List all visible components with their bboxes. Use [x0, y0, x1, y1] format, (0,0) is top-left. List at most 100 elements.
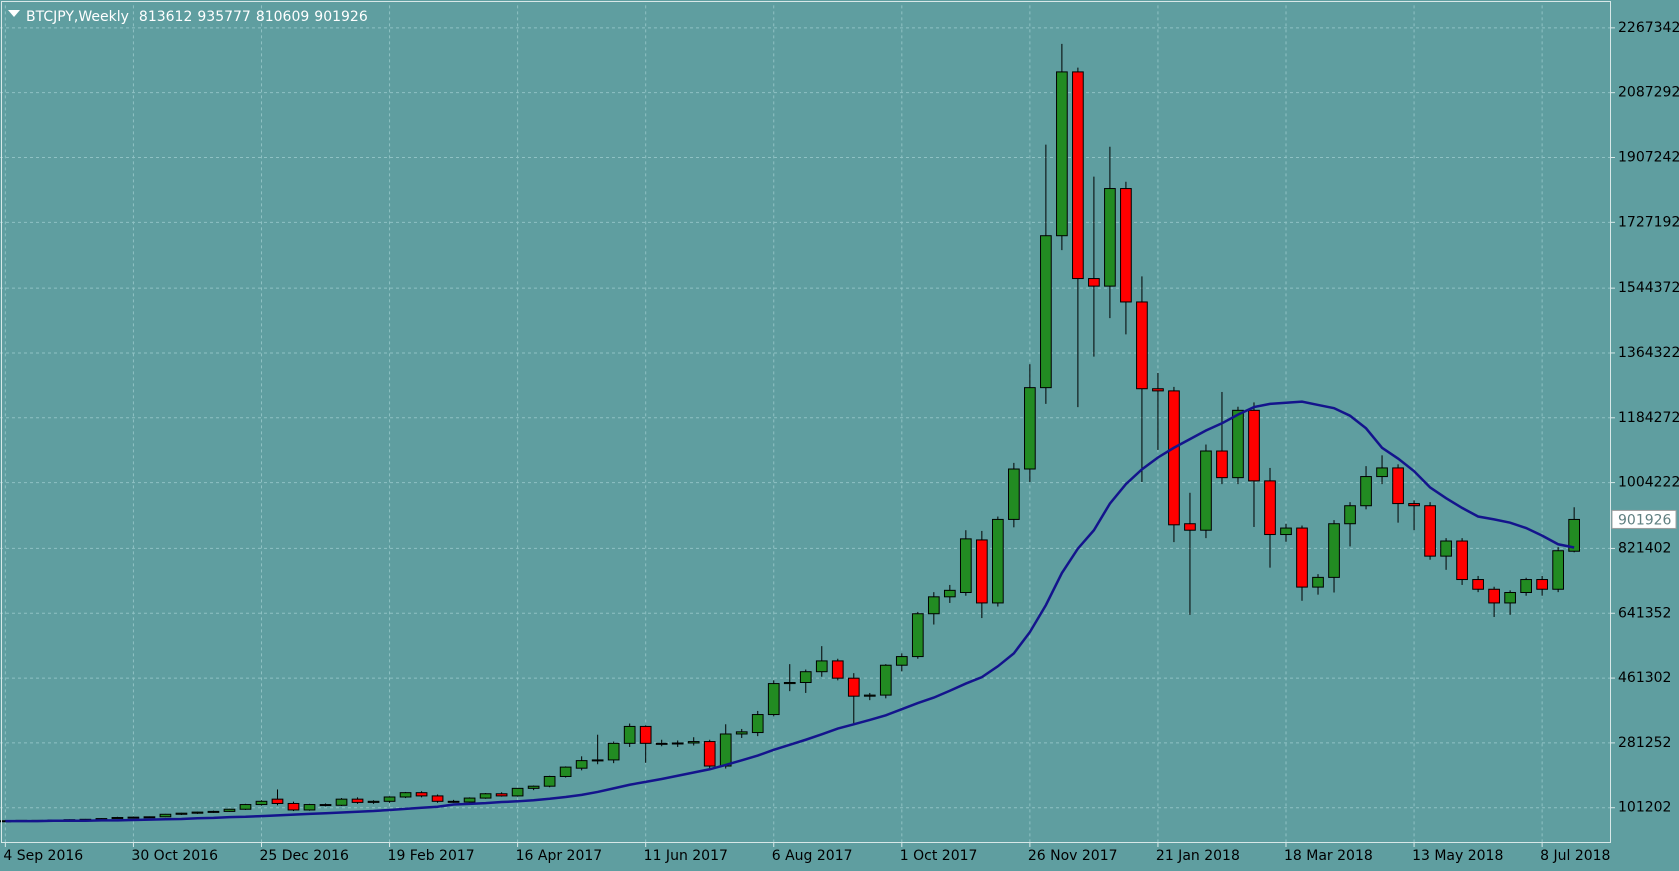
candle-body: [1232, 409, 1244, 479]
candle-body: [351, 798, 364, 803]
candle-body: [511, 787, 524, 797]
candle-body: [1024, 387, 1036, 470]
candle-body: [943, 589, 956, 598]
candle-body: [463, 797, 476, 803]
x-tick-label: 13 May 2018: [1412, 848, 1503, 864]
candle-body: [1312, 576, 1324, 588]
candle-body: [895, 656, 908, 666]
candle-body: [687, 741, 700, 744]
candle-body: [271, 798, 284, 804]
candle-body: [191, 811, 204, 814]
candle-body: [1552, 550, 1564, 590]
price-label: 901926: [1618, 512, 1672, 528]
candle-body: [1152, 388, 1164, 392]
candle-body: [495, 793, 508, 797]
candle-body: [799, 671, 812, 684]
x-tick-label: 18 Mar 2018: [1284, 848, 1373, 864]
y-tick-label: 1004222: [1618, 475, 1679, 491]
candle-body: [1040, 235, 1052, 389]
candle-body: [1520, 579, 1532, 593]
candle-body: [863, 694, 876, 697]
candle-body: [239, 804, 252, 810]
candle-body: [1472, 579, 1484, 590]
y-tick-label: 1544372: [1618, 280, 1679, 296]
candle-body: [319, 804, 332, 807]
candle-body: [415, 792, 428, 797]
candle-body: [1504, 591, 1516, 604]
candle-body: [591, 759, 604, 762]
candle-body: [1008, 468, 1020, 520]
candle-body: [1264, 480, 1276, 536]
candle-body: [1168, 390, 1180, 526]
candle-body: [735, 731, 748, 735]
last-low: 810609: [256, 9, 309, 25]
candle-body: [1072, 71, 1084, 280]
candle-body: [767, 683, 780, 716]
y-tick-label: 2267342: [1618, 20, 1679, 36]
candle-body: [783, 682, 796, 685]
candle-body: [751, 714, 764, 734]
menu-triangle[interactable]: [8, 10, 20, 17]
candle-body: [1376, 467, 1388, 478]
candle-body: [383, 796, 396, 802]
candle-body: [223, 808, 236, 812]
candle-body: [1360, 476, 1372, 507]
candle-body: [1440, 540, 1452, 557]
candle-body: [992, 518, 1004, 604]
y-tick-label: 461302: [1618, 670, 1671, 686]
candle-body: [1120, 188, 1132, 303]
chart-header: BTCJPY,Weekly 813612 935777 810609 901926: [26, 9, 368, 25]
x-tick-label: 11 Jun 2017: [644, 848, 728, 864]
candle-body: [159, 813, 172, 818]
candle-body: [1088, 278, 1100, 287]
candle-body: [175, 812, 188, 815]
candle-body: [1280, 527, 1292, 536]
y-tick-label: 1907242: [1618, 149, 1679, 165]
grid-layer: [0, 5, 1610, 842]
y-tick-label: 2087292: [1618, 85, 1679, 101]
candle-body: [479, 793, 492, 799]
plot-border: [1, 1, 1611, 843]
candle-body: [927, 596, 940, 615]
candle-body: [1408, 503, 1420, 507]
candle-body: [831, 660, 844, 679]
y-tick-label: 821402: [1618, 540, 1671, 556]
candle-body: [879, 664, 892, 696]
chart-title: BTCJPY,Weekly: [26, 9, 129, 25]
last-high: 935777: [197, 9, 250, 25]
candle-body: [255, 800, 268, 806]
candle-body: [911, 613, 924, 658]
candle-body: [719, 733, 732, 767]
x-tick-label: 6 Aug 2017: [772, 848, 853, 864]
x-tick-label: 8 Jul 2018: [1540, 848, 1610, 864]
x-tick-label: 30 Oct 2016: [131, 848, 218, 864]
candle-body: [1568, 518, 1580, 552]
y-tick-label: 1184272: [1618, 410, 1679, 426]
price-label-box: [1611, 509, 1677, 529]
x-tick-label: 19 Feb 2017: [388, 848, 475, 864]
candle-body: [1056, 71, 1068, 237]
x-tick-label: 16 Apr 2017: [516, 848, 603, 864]
candle-body: [671, 742, 684, 745]
candle-body: [639, 725, 652, 744]
last-close: 901926: [314, 9, 368, 25]
x-tick-label: 4 Sep 2016: [3, 848, 83, 864]
candle-body: [575, 760, 588, 769]
candle-body: [1424, 505, 1436, 557]
candle-body: [127, 816, 140, 819]
candle-body: [543, 775, 556, 787]
candle-body: [623, 725, 636, 744]
candle-body: [287, 802, 300, 811]
x-tick-label: 21 Jan 2018: [1156, 848, 1240, 864]
y-tick-label: 1364322: [1618, 345, 1679, 361]
candle-body: [1104, 188, 1116, 287]
candle-body: [1216, 450, 1228, 479]
candle-body: [335, 798, 348, 806]
candle-body: [527, 785, 540, 789]
candle-body: [447, 800, 460, 803]
candle-body: [431, 795, 444, 802]
y-tick-label: 101202: [1618, 800, 1671, 816]
candle-body: [703, 741, 716, 767]
candle-body: [607, 742, 620, 761]
